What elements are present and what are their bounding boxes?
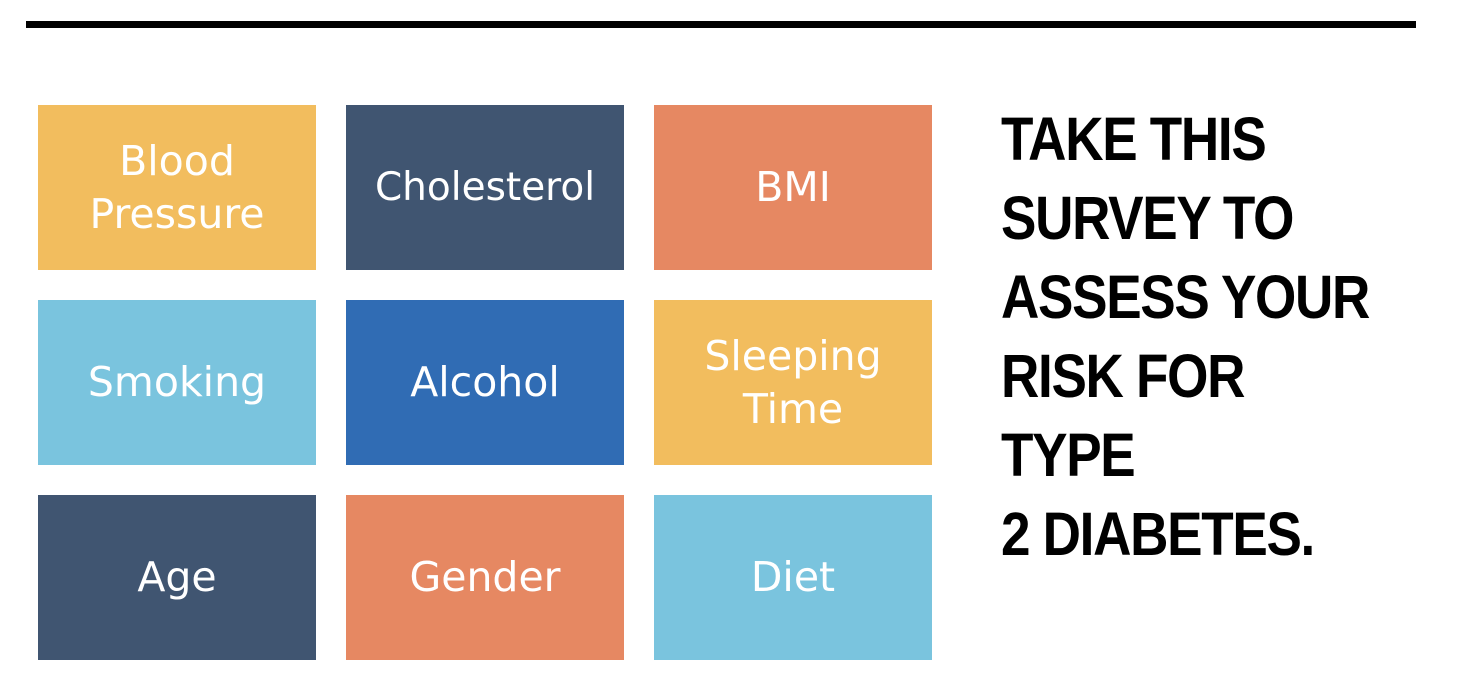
top-divider-rule: [26, 21, 1416, 28]
tile-cholesterol: Cholesterol: [346, 105, 624, 270]
tile-smoking: Smoking: [38, 300, 316, 465]
tile-gender: Gender: [346, 495, 624, 660]
tile-bmi: BMI: [654, 105, 932, 270]
tile-age: Age: [38, 495, 316, 660]
risk-factor-grid: Blood Pressure Cholesterol BMI Smoking A…: [38, 105, 932, 660]
tile-diet: Diet: [654, 495, 932, 660]
tile-blood-pressure: Blood Pressure: [38, 105, 316, 270]
survey-headline: TAKE THIS SURVEY TO ASSESS YOUR RISK FOR…: [1001, 105, 1370, 568]
tile-sleeping-time: Sleeping Time: [654, 300, 932, 465]
tile-alcohol: Alcohol: [346, 300, 624, 465]
